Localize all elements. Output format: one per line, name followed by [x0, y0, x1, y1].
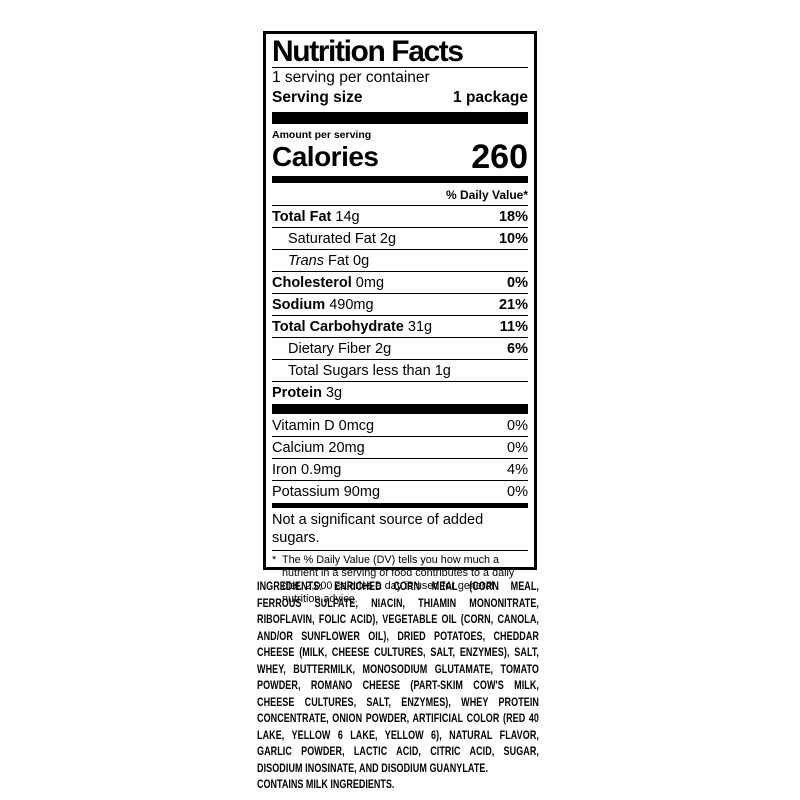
nutrient-row-dietary-fiber: Dietary Fiber 2g 6%	[272, 337, 528, 359]
thick-divider-bar	[272, 112, 528, 124]
nutrient-dv: 0%	[507, 439, 528, 456]
nutrient-dv: 0%	[507, 417, 528, 434]
micronutrient-row-calcium: Calcium 20mg 0%	[272, 436, 528, 458]
nutrient-dv: 6%	[507, 340, 528, 357]
nutrient-amount: 3g	[325, 384, 343, 401]
ingredients-lead: INGREDIENTS:	[257, 579, 323, 593]
nutrient-row-total-fat: Total Fat 14g 18%	[272, 205, 528, 227]
thick-divider-bar	[272, 404, 528, 414]
nutrient-row-total-carbohydrate: Total Carbohydrate 31g 11%	[272, 315, 528, 337]
nutrient-dv: 10%	[498, 230, 528, 247]
nutrition-facts-title: Nutrition Facts	[272, 35, 464, 68]
nutrient-dv: 18%	[498, 208, 528, 225]
nutrient-dv: 0%	[507, 483, 528, 500]
calories-value: 260	[471, 138, 528, 176]
nutrient-name: Cholesterol	[272, 274, 352, 291]
serving-size-label: Serving size	[272, 89, 363, 106]
medium-divider-bar	[272, 176, 528, 183]
divider	[272, 550, 528, 551]
nutrient-name: Total Fat	[272, 208, 332, 225]
nutrient-name: Dietary Fiber	[288, 340, 371, 357]
nutrient-row-sodium: Sodium 490mg 21%	[272, 293, 528, 315]
footnote-text: The % Daily Value (DV) tells you how muc…	[282, 554, 515, 605]
nutrient-amount: 2g	[375, 340, 392, 357]
nutrient-amount: 14g	[335, 208, 360, 225]
nutrient-name: Potassium	[272, 483, 340, 500]
nutrient-row-total-sugars: Total Sugars less than 1g	[272, 359, 528, 381]
nutrient-dv: 0%	[507, 274, 528, 291]
nutrient-amount: 0.9mg	[301, 461, 342, 478]
serving-size-value: 1 package	[453, 89, 528, 106]
serving-size-row: Serving size 1 package	[272, 88, 528, 110]
nutrient-amount: less than 1g	[372, 362, 451, 379]
not-significant-note: Not a significant source of added sugars…	[272, 512, 484, 546]
calories-row: Calories 260	[272, 138, 528, 176]
nutrient-amount: 90mg	[343, 483, 381, 500]
nutrient-name: Iron	[272, 461, 297, 478]
nutrient-name: Trans	[288, 252, 324, 269]
nutrient-dv: 11%	[499, 318, 528, 335]
nutrient-amount: 2g	[379, 230, 397, 247]
nutrient-amount: 0mcg	[338, 417, 375, 434]
nutrient-name: Saturated Fat	[288, 230, 376, 247]
micronutrient-row-potassium: Potassium 90mg 0%	[272, 480, 528, 502]
nutrient-dv: 21%	[498, 296, 528, 313]
nutrient-amount: 490mg	[329, 296, 374, 313]
ingredients-text: ENRICHED CORN MEAL (CORN MEAL, FERROUS S…	[257, 579, 539, 775]
nutrient-row-protein: Protein 3g	[272, 381, 528, 403]
nutrient-row-trans-fat: Trans Fat 0g	[272, 249, 528, 271]
nutrient-amount: Fat 0g	[328, 252, 370, 269]
divider	[272, 67, 528, 68]
daily-value-footnote: * The % Daily Value (DV) tells you how m…	[272, 551, 528, 606]
nutrient-row-saturated-fat: Saturated Fat 2g 10%	[272, 227, 528, 249]
small-divider-bar	[272, 503, 528, 508]
nutrient-name: Calcium	[272, 439, 325, 456]
nutrient-name: Total Carbohydrate	[272, 318, 404, 335]
nutrient-row-cholesterol: Cholesterol 0mg 0%	[272, 271, 528, 293]
amount-per-serving-label: Amount per serving	[272, 129, 372, 141]
ingredients-paragraph: INGREDIENTS: ENRICHED CORN MEAL (CORN ME…	[257, 578, 539, 776]
ingredients-section: INGREDIENTS: ENRICHED CORN MEAL (CORN ME…	[257, 578, 539, 793]
daily-value-header: % Daily Value*	[445, 188, 528, 202]
nutrient-name: Vitamin D	[272, 417, 335, 434]
nutrient-amount: 31g	[407, 318, 433, 335]
nutrient-name: Total Sugars	[288, 362, 369, 379]
footnote-asterisk: *	[272, 554, 277, 566]
micronutrient-row-vitamin-d: Vitamin D 0mcg 0%	[272, 415, 528, 436]
nutrition-facts-panel: Nutrition Facts 1 serving per container …	[263, 31, 537, 605]
nutrient-amount: 0mg	[355, 274, 385, 291]
nutrient-amount: 20mg	[328, 439, 365, 456]
nutrient-name: Sodium	[272, 296, 326, 313]
contains-statement: CONTAINS MILK INGREDIENTS.	[257, 777, 395, 791]
nutrient-dv: 4%	[507, 461, 528, 478]
calories-label: Calories	[272, 141, 379, 172]
servings-per-container: 1 serving per container	[272, 69, 430, 86]
micronutrient-row-iron: Iron 0.9mg 4%	[272, 458, 528, 480]
nutrient-name: Protein	[272, 384, 322, 401]
